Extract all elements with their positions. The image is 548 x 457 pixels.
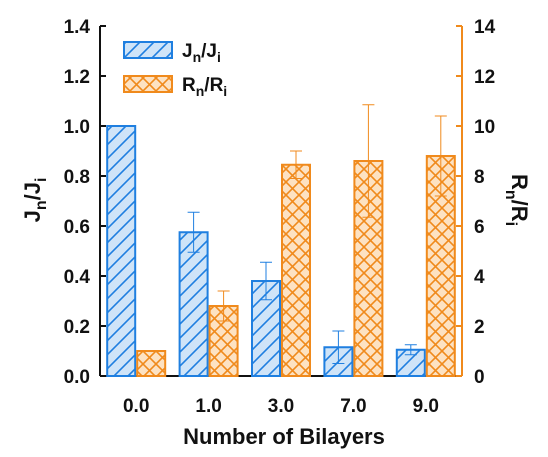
y-right-tick-label: 10 bbox=[474, 117, 495, 138]
y-right-tick-label: 0 bbox=[474, 367, 485, 388]
y-left-tick-label: 0.0 bbox=[64, 367, 90, 388]
y-left-tick-label: 0.6 bbox=[64, 217, 90, 238]
legend-swatch-r bbox=[123, 75, 173, 93]
y-left-tick-label: 0.2 bbox=[64, 317, 90, 338]
error-bar-j-2 bbox=[260, 261, 272, 301]
y-right-tick-label: 2 bbox=[474, 317, 485, 338]
x-axis-title: Number of Bilayers bbox=[183, 424, 385, 449]
legend: Jn/Ji Rn/Ri bbox=[123, 41, 227, 99]
bar-j-1 bbox=[178, 231, 209, 377]
legend-label-r: Rn/Ri bbox=[182, 75, 227, 99]
legend-item-r: Rn/Ri bbox=[123, 75, 227, 99]
tick-labels: 0.0 0.2 0.4 0.6 0.8 1.0 1.2 1.4 0 2 4 6 8 10 12 14 0.0 1.… bbox=[64, 17, 496, 417]
error-bars bbox=[187, 104, 447, 364]
x-tick-label: 7.0 bbox=[340, 396, 366, 417]
bar-j-0 bbox=[106, 125, 137, 377]
error-bar-j-3 bbox=[332, 330, 345, 364]
y-left-tick-label: 1.2 bbox=[64, 67, 90, 88]
y-right-tick-label: 8 bbox=[474, 167, 485, 188]
y-left-tick-label: 1.4 bbox=[64, 17, 91, 38]
legend-label-j: Jn/Ji bbox=[182, 41, 221, 65]
y-axis-left-title: Jn/Ji bbox=[20, 178, 50, 223]
x-tick-label: 9.0 bbox=[413, 396, 439, 417]
bar-r-0 bbox=[136, 350, 167, 377]
x-tick-label: 1.0 bbox=[195, 396, 221, 417]
error-bar-j-4 bbox=[404, 344, 417, 356]
error-bar-r-3 bbox=[362, 104, 375, 218]
error-bar-r-1 bbox=[217, 290, 230, 322]
y-right-tick-label: 6 bbox=[474, 217, 485, 238]
x-tick-label: 3.0 bbox=[268, 396, 294, 417]
x-tick-label: 0.0 bbox=[123, 396, 149, 417]
y-left-tick-label: 1.0 bbox=[64, 117, 90, 138]
legend-swatch-j bbox=[123, 41, 173, 59]
error-bar-r-4 bbox=[434, 115, 447, 197]
bar-r-2 bbox=[281, 163, 311, 377]
y-left-tick-label: 0.4 bbox=[64, 267, 91, 288]
y-left-tick-label: 0.8 bbox=[64, 167, 90, 188]
error-bar-j-1 bbox=[187, 211, 200, 253]
legend-item-j: Jn/Ji bbox=[123, 41, 221, 65]
y-axis-right-title: Rn/Ri bbox=[502, 174, 532, 226]
y-right-tick-label: 4 bbox=[474, 267, 485, 288]
bars bbox=[106, 125, 456, 377]
y-right-tick-label: 14 bbox=[474, 17, 496, 38]
error-bar-r-2 bbox=[290, 150, 302, 179]
y-right-tick-label: 12 bbox=[474, 67, 495, 88]
